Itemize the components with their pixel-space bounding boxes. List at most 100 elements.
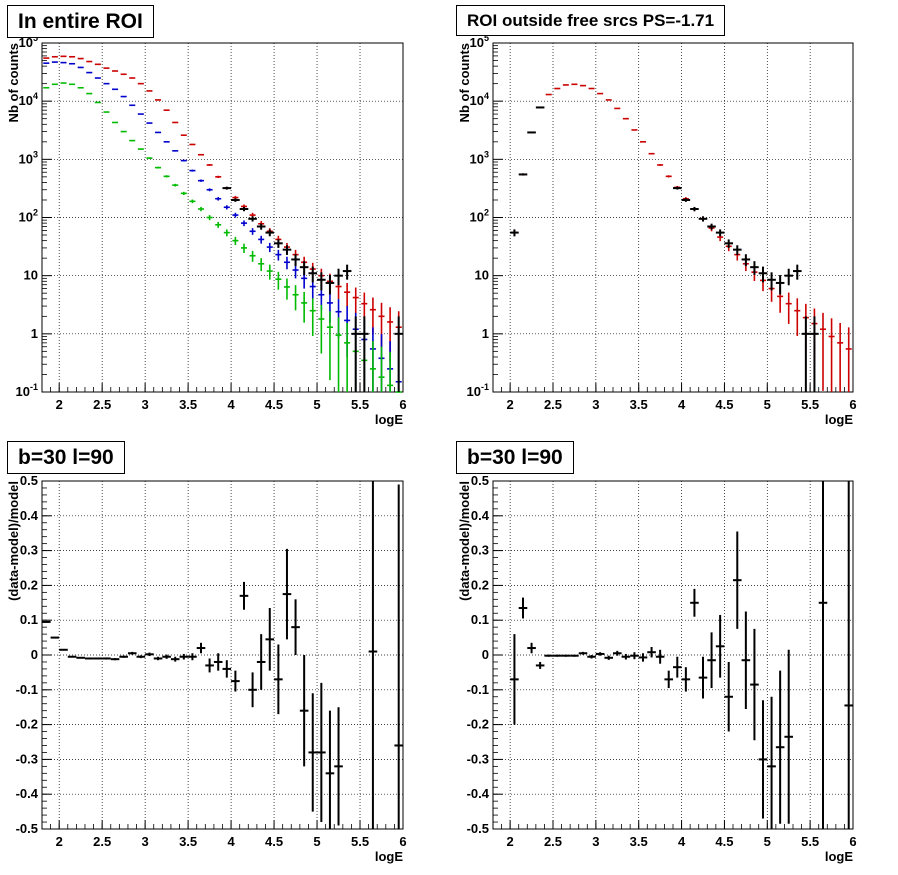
chart-panel-4: 2 2.5 3 3.5 4 4.5 5 5.5 6 -0.5 -0.4 -0.3 -0.2 -0.1 0 0.… — [457, 473, 857, 864]
x-tick-label: 6 — [849, 397, 856, 412]
x-tick-label: 4 — [227, 397, 235, 412]
x-tick-label: 4 — [227, 834, 235, 849]
y-tick-label: 0.2 — [20, 577, 38, 592]
y-tick-exponent: 3 — [484, 149, 489, 159]
y-tick-exponent: 4 — [33, 91, 38, 101]
y-tick-exponent: -1 — [481, 382, 489, 392]
x-tick-label: 3.5 — [179, 834, 197, 849]
x-tick-label: 6 — [399, 397, 406, 412]
x-tick-label: 2 — [507, 834, 514, 849]
x-tick-label: 5.5 — [801, 834, 819, 849]
pad-title-bottom-right: b=30 l=90 — [456, 441, 574, 474]
series-4 — [222, 186, 403, 392]
y-tick-exponent: 2 — [33, 208, 38, 218]
x-tick-label: 6 — [849, 834, 856, 849]
y-tick-label: 102 — [19, 208, 38, 225]
x-tick-label: 4.5 — [715, 397, 733, 412]
y-tick-label: 0.1 — [20, 612, 38, 627]
x-tick-label: 4.5 — [715, 834, 733, 849]
y-tick-label: -0.4 — [467, 786, 490, 801]
x-tick-label: 5 — [764, 834, 771, 849]
x-tick-label: 2.5 — [93, 397, 111, 412]
x-tick-label: 3 — [142, 397, 149, 412]
y-tick-label: 0.4 — [20, 508, 39, 523]
y-tick-label: -0.5 — [467, 821, 489, 836]
y-tick-label: 0.4 — [471, 508, 490, 523]
x-axis-title: logE — [375, 849, 403, 864]
y-tick-label: 104 — [19, 91, 38, 108]
y-tick-label: 0 — [482, 647, 489, 662]
x-tick-label: 2 — [56, 834, 63, 849]
y-tick-label: 1 — [31, 326, 38, 341]
x-tick-label: 2.5 — [544, 834, 562, 849]
y-tick-label: 0.1 — [471, 612, 489, 627]
y-tick-exponent: 3 — [33, 149, 38, 159]
y-tick-label: -0.4 — [16, 786, 39, 801]
y-tick-label: -0.5 — [16, 821, 38, 836]
y-tick-exponent: -1 — [30, 382, 38, 392]
y-tick-label: 103 — [470, 149, 489, 166]
y-tick-exponent: 5 — [484, 33, 489, 43]
x-tick-label: 5.5 — [351, 834, 369, 849]
x-tick-label: 5.5 — [351, 397, 369, 412]
series-2 — [510, 106, 819, 392]
x-tick-label: 2.5 — [544, 397, 562, 412]
x-tick-label: 5 — [764, 397, 771, 412]
x-tick-label: 4 — [678, 397, 686, 412]
series-1 — [510, 481, 853, 829]
y-tick-label: 0.3 — [20, 543, 38, 558]
y-axis-title: (data-model)/model — [457, 481, 472, 601]
y-tick-label: -0.3 — [467, 751, 489, 766]
y-tick-label: -0.2 — [467, 717, 489, 732]
x-tick-label: 3 — [592, 397, 599, 412]
x-tick-label: 3 — [592, 834, 599, 849]
x-tick-label: 5.5 — [801, 397, 819, 412]
y-tick-label: 1 — [482, 326, 489, 341]
x-tick-label: 3.5 — [630, 834, 648, 849]
x-tick-label: 5 — [313, 397, 320, 412]
y-tick-label: 104 — [470, 91, 489, 108]
y-axis-title: Nb of counts — [457, 43, 472, 122]
y-tick-label: 0.5 — [471, 473, 489, 488]
chart-panel-1: 2 2.5 3 3.5 4 4.5 5 5.5 610-1110102103104105logE… — [6, 33, 407, 427]
chart-panel-3: 2 2.5 3 3.5 4 4.5 5 5.5 6 -0.5 -0.4 -0.3 -0.2 -0.1 0 0.… — [6, 473, 407, 864]
y-tick-label: -0.2 — [16, 717, 38, 732]
x-tick-label: 2.5 — [93, 834, 111, 849]
x-tick-label: 4 — [678, 834, 686, 849]
x-axis-title: logE — [825, 849, 853, 864]
y-tick-label: 102 — [470, 208, 489, 225]
y-tick-label: 0.3 — [471, 543, 489, 558]
pad-title-top-left: In entire ROI — [7, 5, 154, 38]
x-tick-label: 4.5 — [265, 834, 283, 849]
x-tick-label: 2 — [507, 397, 514, 412]
y-tick-label: 10-1 — [467, 382, 489, 399]
y-axis-title: Nb of counts — [6, 43, 21, 122]
y-tick-exponent: 4 — [484, 91, 489, 101]
y-tick-label: 10 — [24, 268, 38, 283]
y-tick-label: 10-1 — [16, 382, 38, 399]
y-tick-label: 103 — [19, 149, 38, 166]
y-axis-title: (data-model)/model — [6, 481, 21, 601]
x-tick-label: 3.5 — [179, 397, 197, 412]
x-tick-label: 2 — [56, 397, 63, 412]
y-tick-exponent: 2 — [484, 208, 489, 218]
pad-title-bottom-left: b=30 l=90 — [7, 441, 125, 474]
x-tick-label: 4.5 — [265, 397, 283, 412]
x-tick-label: 6 — [399, 834, 406, 849]
y-tick-label: -0.1 — [467, 682, 489, 697]
series-1 — [42, 481, 403, 829]
y-tick-label: 10 — [475, 268, 489, 283]
y-tick-label: -0.1 — [16, 682, 38, 697]
x-axis-title: logE — [375, 412, 403, 427]
x-tick-label: 5 — [313, 834, 320, 849]
y-tick-exponent: 5 — [33, 33, 38, 43]
y-tick-label: -0.3 — [16, 751, 38, 766]
x-tick-label: 3 — [142, 834, 149, 849]
y-tick-label: 0.2 — [471, 577, 489, 592]
chart-panel-2: 2 2.5 3 3.5 4 4.5 5 5.5 610-1110102103104105logE… — [457, 33, 857, 427]
y-tick-label: 0 — [31, 647, 38, 662]
pad-title-top-right: ROI outside free srcs PS=-1.71 — [456, 5, 726, 36]
y-tick-label: 0.5 — [20, 473, 38, 488]
x-axis-title: logE — [825, 412, 853, 427]
